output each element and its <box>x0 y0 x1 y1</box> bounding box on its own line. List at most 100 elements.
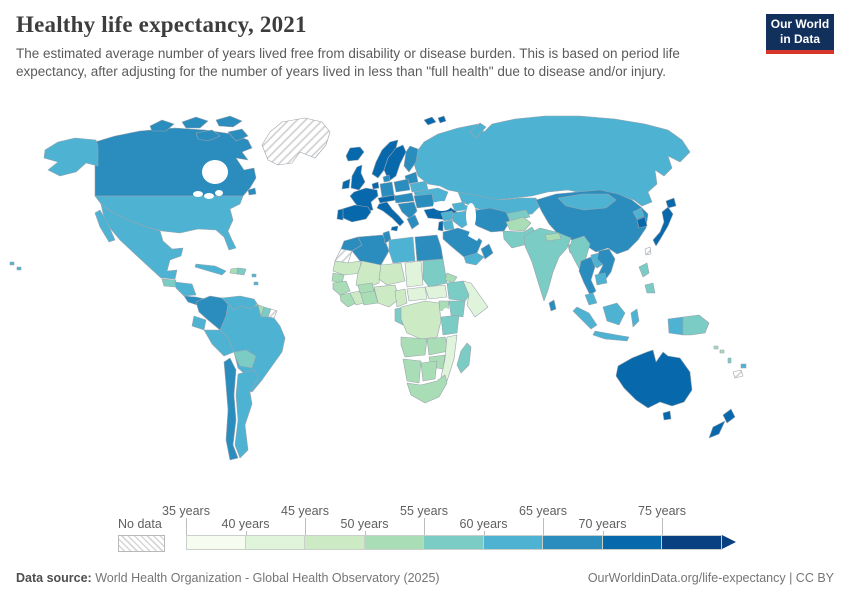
country-south-sudan[interactable] <box>424 284 448 300</box>
legend-bin-45-50[interactable] <box>305 535 365 550</box>
country-fiji[interactable] <box>740 363 747 369</box>
country-canada-arctic-4[interactable] <box>195 129 221 142</box>
country-finland[interactable] <box>403 145 419 173</box>
legend-bin-35-40[interactable] <box>186 535 246 550</box>
country-thailand[interactable] <box>578 256 597 296</box>
country-haiti[interactable] <box>229 267 239 275</box>
legend-bin-60-65[interactable] <box>483 535 543 550</box>
country-poland[interactable] <box>393 178 411 193</box>
country-papua-new-guinea[interactable] <box>682 314 710 336</box>
country-taiwan[interactable] <box>644 246 652 256</box>
country-benelux[interactable] <box>371 181 380 190</box>
country-cambodia[interactable] <box>594 272 608 286</box>
legend-bin-55-60[interactable] <box>424 535 484 550</box>
country-caucasus[interactable] <box>451 201 467 212</box>
country-malaysia[interactable] <box>584 292 598 306</box>
country-botswana[interactable] <box>420 360 438 382</box>
country-mexico[interactable] <box>100 203 184 280</box>
country-sudan[interactable] <box>422 258 448 288</box>
legend-bin-50-55[interactable] <box>364 535 424 550</box>
legend-bin-65-70[interactable] <box>543 535 603 550</box>
country-egypt[interactable] <box>414 234 444 262</box>
country-united-kingdom[interactable] <box>350 164 366 191</box>
country-honduras-nicaragua[interactable] <box>174 281 197 297</box>
country-philippines[interactable] <box>638 262 656 294</box>
country-tanzania[interactable] <box>440 314 460 336</box>
country-australia[interactable] <box>615 349 693 421</box>
country-guatemala[interactable] <box>161 278 177 288</box>
country-central-african-republic[interactable] <box>406 286 428 302</box>
country-norway[interactable] <box>371 139 399 179</box>
country-dominican-republic[interactable] <box>236 267 247 276</box>
country-germany[interactable] <box>379 181 395 198</box>
country-solomon-islands[interactable] <box>713 345 725 354</box>
country-ecuador[interactable] <box>191 315 207 331</box>
country-western-sahara[interactable] <box>334 248 353 264</box>
country-south-africa[interactable] <box>406 374 448 404</box>
country-balkans[interactable] <box>397 201 418 220</box>
country-mozambique[interactable] <box>440 334 458 382</box>
country-cameroon[interactable] <box>394 288 408 308</box>
country-indonesia[interactable] <box>572 302 684 342</box>
country-japan[interactable] <box>652 197 677 247</box>
legend-bin-70-75[interactable] <box>602 535 662 550</box>
country-cuba[interactable] <box>194 263 227 276</box>
country-canada-newfoundland[interactable] <box>247 187 257 196</box>
no-data-swatch[interactable] <box>118 535 165 552</box>
country-mexico-baja[interactable] <box>94 209 116 243</box>
country-somalia[interactable] <box>462 280 489 318</box>
country-dr-congo[interactable] <box>400 300 442 340</box>
country-france[interactable] <box>349 187 379 213</box>
country-denmark[interactable] <box>382 174 391 183</box>
country-jordan[interactable] <box>442 219 455 231</box>
country-greenland[interactable] <box>261 117 331 166</box>
country-chad[interactable] <box>404 260 424 288</box>
country-greece[interactable] <box>406 214 420 230</box>
country-iceland[interactable] <box>345 146 365 162</box>
country-canada-arctic-3[interactable] <box>215 115 243 128</box>
country-oman[interactable] <box>480 243 494 260</box>
country-canada[interactable] <box>94 127 257 197</box>
country-bolivia[interactable] <box>233 349 257 369</box>
country-niger[interactable] <box>378 262 406 286</box>
country-russia[interactable] <box>413 115 691 207</box>
country-india[interactable] <box>523 227 572 302</box>
country-lesser-antilles[interactable] <box>251 273 259 286</box>
country-vanuatu[interactable] <box>727 357 732 364</box>
country-mongolia[interactable] <box>557 193 617 211</box>
country-guinea[interactable] <box>332 280 351 296</box>
country-italy[interactable] <box>376 201 405 232</box>
owid-url-license[interactable]: OurWorldinData.org/life-expectancy | CC … <box>587 571 834 585</box>
country-portugal[interactable] <box>336 208 344 221</box>
country-south-korea[interactable] <box>636 216 648 229</box>
legend-bin-40-45[interactable] <box>245 535 305 550</box>
country-norway-svalbard[interactable] <box>423 115 447 126</box>
country-united-states-hawaii[interactable] <box>9 261 22 271</box>
country-angola[interactable] <box>400 336 428 358</box>
country-namibia[interactable] <box>402 358 422 384</box>
country-north-korea[interactable] <box>632 207 645 220</box>
country-new-caledonia[interactable] <box>732 369 744 379</box>
country-burkina-faso[interactable] <box>357 282 375 294</box>
country-czechia-hungary[interactable] <box>393 192 415 204</box>
legend-bin-75+[interactable] <box>662 535 722 550</box>
country-romania-bulgaria[interactable] <box>413 193 435 209</box>
country-yemen[interactable] <box>463 252 485 266</box>
country-chile[interactable] <box>223 357 239 461</box>
country-afghanistan[interactable] <box>505 216 532 232</box>
country-nepal[interactable] <box>544 232 562 242</box>
country-mauritania[interactable] <box>332 260 363 276</box>
country-canada-arctic-2[interactable] <box>181 116 209 129</box>
country-argentina[interactable] <box>234 369 259 459</box>
country-kenya[interactable] <box>448 300 466 318</box>
country-new-zealand[interactable] <box>708 408 736 439</box>
country-madagascar[interactable] <box>456 342 472 374</box>
owid-logo[interactable]: Our World in Data <box>766 14 834 54</box>
country-russia-novaya-zemlya[interactable] <box>469 122 487 139</box>
country-nigeria[interactable] <box>373 284 400 308</box>
country-libya[interactable] <box>388 236 416 264</box>
country-spain[interactable] <box>341 204 372 223</box>
country-israel[interactable] <box>437 220 444 232</box>
country-canada-arctic-1[interactable] <box>149 119 175 132</box>
country-sri-lanka[interactable] <box>548 299 557 312</box>
